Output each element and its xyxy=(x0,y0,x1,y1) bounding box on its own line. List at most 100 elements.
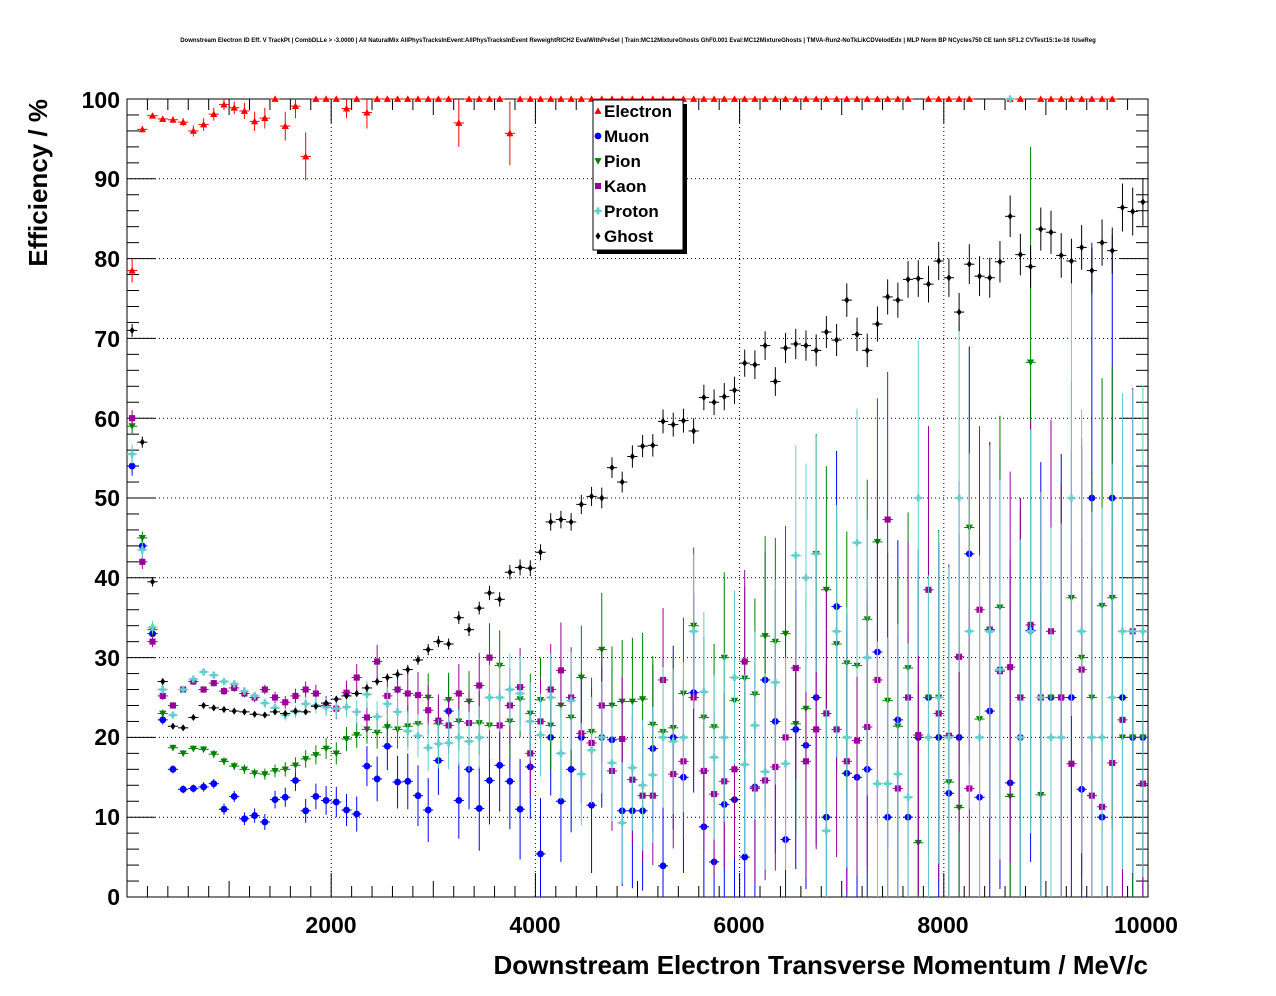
legend-label-pion: Pion xyxy=(604,152,641,171)
data-point xyxy=(660,417,666,425)
data-point xyxy=(271,95,279,102)
data-point xyxy=(139,438,145,446)
data-point xyxy=(1047,733,1055,741)
data-point xyxy=(659,733,667,741)
data-point xyxy=(691,427,697,435)
data-point xyxy=(190,713,196,722)
data-point xyxy=(201,701,207,710)
data-point xyxy=(1109,247,1115,255)
data-point xyxy=(761,95,769,102)
data-point xyxy=(1068,257,1074,265)
data-point xyxy=(211,704,217,712)
data-point xyxy=(394,686,401,693)
data-point xyxy=(527,564,533,572)
data-point xyxy=(373,729,381,737)
legend-markers xyxy=(594,107,602,240)
data-point xyxy=(935,95,943,102)
data-point xyxy=(1016,733,1024,741)
data-point xyxy=(466,626,472,634)
data-point xyxy=(383,700,391,708)
data-point xyxy=(1099,239,1105,247)
data-point xyxy=(781,95,790,102)
data-point xyxy=(199,746,208,753)
data-point xyxy=(966,260,972,268)
data-point xyxy=(414,692,422,699)
data-point xyxy=(905,275,911,283)
data-point xyxy=(987,274,993,282)
data-point xyxy=(363,108,371,116)
data-point xyxy=(261,686,268,693)
data-point xyxy=(823,328,829,336)
data-point xyxy=(169,711,177,719)
data-point xyxy=(843,733,851,741)
data-point xyxy=(138,125,146,133)
legend-marker-ghost xyxy=(595,232,601,240)
data-point xyxy=(312,690,319,697)
data-point xyxy=(924,95,933,102)
data-point xyxy=(414,732,422,740)
data-point xyxy=(650,441,656,449)
data-point xyxy=(659,862,667,870)
data-point xyxy=(1139,627,1147,635)
data-point xyxy=(700,95,708,102)
data-point xyxy=(863,95,871,102)
data-point xyxy=(1058,251,1064,260)
data-point xyxy=(844,296,850,304)
data-point xyxy=(752,361,758,369)
data-point xyxy=(1006,95,1014,103)
data-point xyxy=(180,724,186,732)
data-point xyxy=(363,714,370,721)
legend: Electron Muon Pion Kaon Proton Ghost xyxy=(592,99,687,254)
data-point xyxy=(363,762,371,770)
data-point xyxy=(241,708,247,716)
data-point xyxy=(598,733,606,741)
data-point xyxy=(261,771,269,778)
y-tick-label: 10 xyxy=(94,804,120,830)
data-point xyxy=(384,673,390,682)
data-point xyxy=(822,827,830,835)
data-point xyxy=(536,95,545,102)
data-point xyxy=(159,710,167,718)
data-point xyxy=(128,423,136,430)
data-point xyxy=(456,614,462,622)
data-point xyxy=(189,127,197,134)
data-point xyxy=(731,386,738,394)
data-point xyxy=(364,684,370,692)
data-point xyxy=(1130,207,1136,216)
data-point xyxy=(537,548,544,556)
data-point xyxy=(323,699,329,707)
data-series xyxy=(127,95,1148,897)
data-point xyxy=(240,766,249,773)
data-point xyxy=(711,398,717,406)
data-point xyxy=(802,574,810,582)
data-point xyxy=(373,713,381,721)
data-point xyxy=(128,450,136,458)
data-point xyxy=(977,272,983,280)
data-point xyxy=(475,733,483,741)
data-point xyxy=(832,627,841,635)
data-point xyxy=(485,95,494,102)
data-point xyxy=(404,777,412,785)
data-point xyxy=(415,656,421,664)
axis-ticks xyxy=(126,98,1149,898)
data-point xyxy=(292,777,299,784)
data-point xyxy=(210,110,218,118)
data-point xyxy=(322,745,330,753)
data-point xyxy=(792,95,800,102)
data-point xyxy=(680,416,686,425)
data-point xyxy=(281,122,289,130)
x-axis-label: Downstream Electron Transverse Momentum … xyxy=(493,950,1148,980)
data-point xyxy=(619,478,625,486)
data-point xyxy=(496,761,504,769)
data-point xyxy=(395,670,401,678)
data-point xyxy=(1119,203,1125,212)
data-point xyxy=(619,735,626,743)
data-point xyxy=(700,688,708,696)
data-point xyxy=(485,693,494,702)
data-point xyxy=(834,336,840,344)
data-point xyxy=(138,535,146,542)
data-point xyxy=(281,793,289,801)
data-point xyxy=(639,781,647,789)
grid-lines xyxy=(127,99,1148,897)
